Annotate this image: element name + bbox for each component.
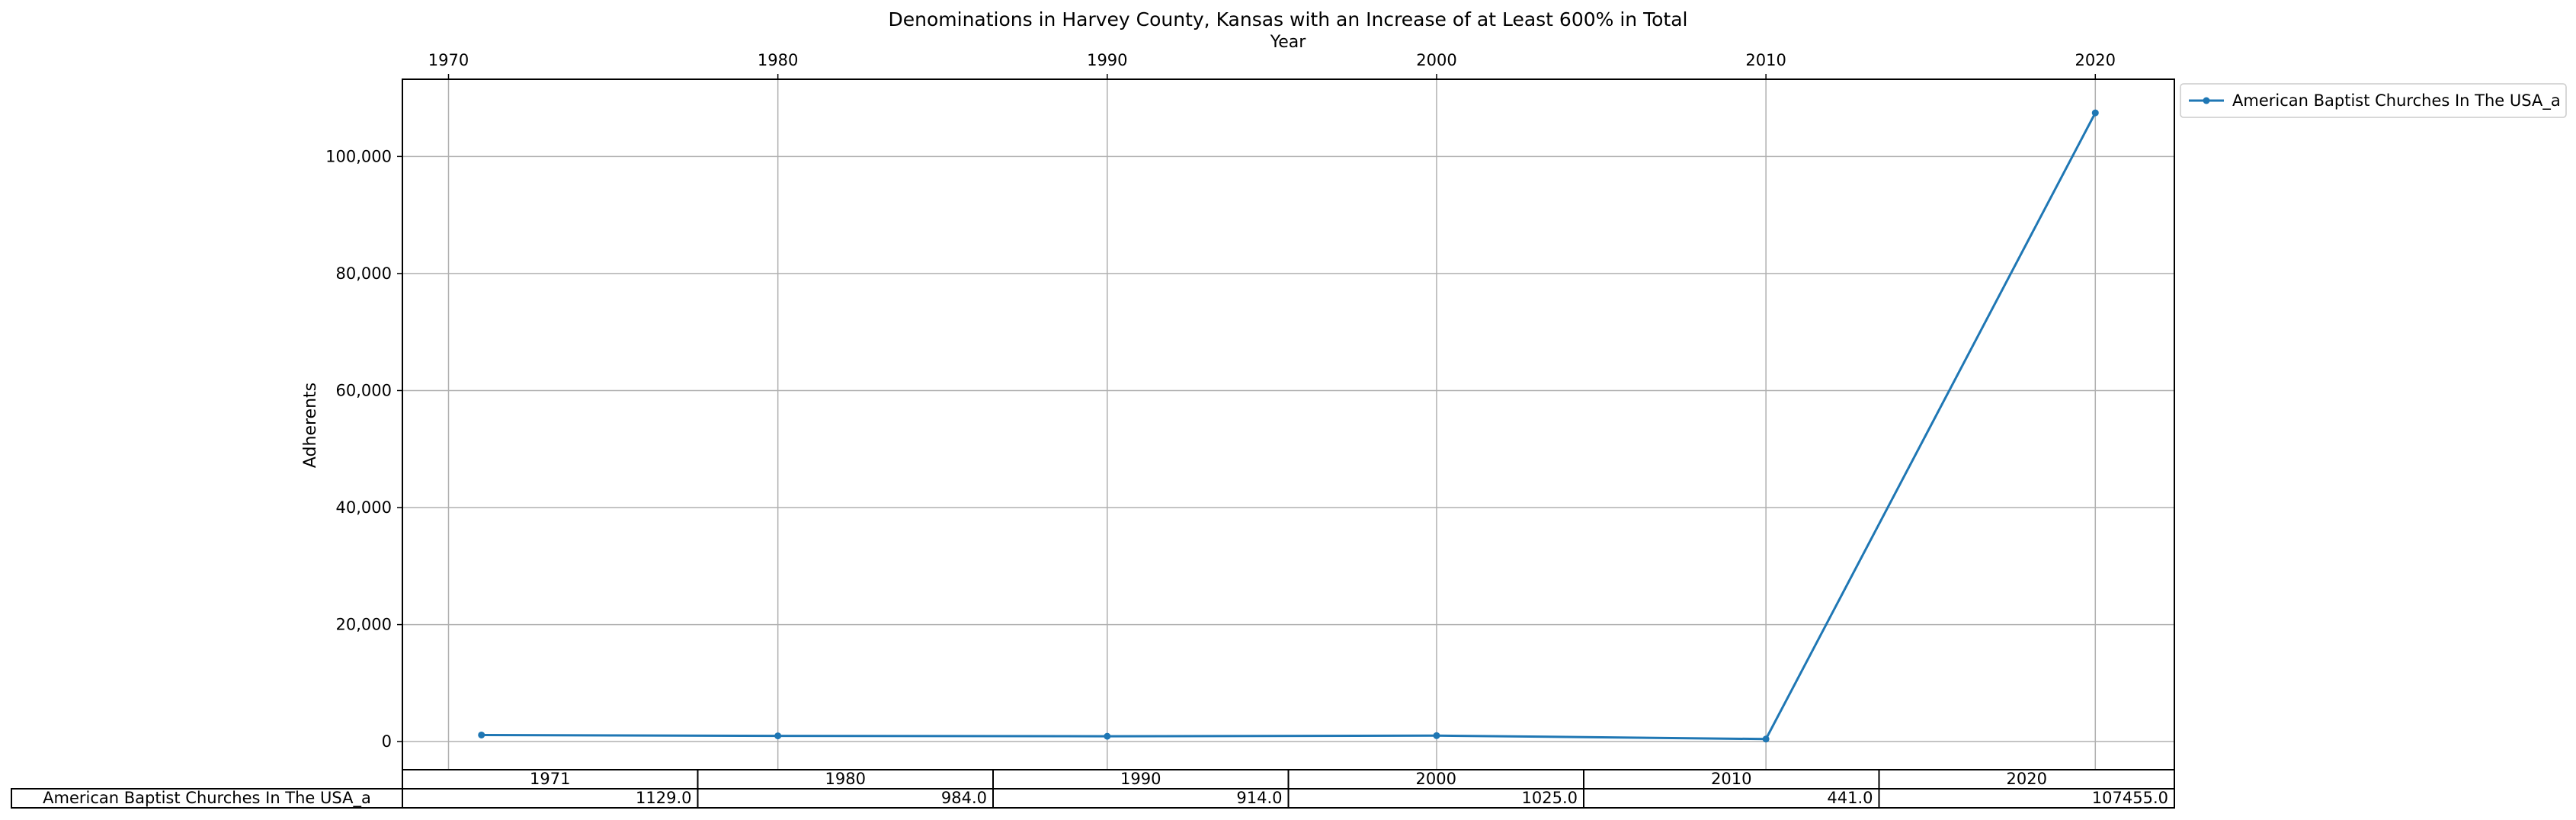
data-point (2091, 109, 2099, 117)
x-tick-label: 1970 (428, 51, 469, 69)
table-cell-value: 914.0 (1236, 789, 1282, 807)
legend: American Baptist Churches In The USA_a (2180, 83, 2567, 118)
table-cell-value: 1129.0 (636, 789, 691, 807)
y-axis-title: Adherents (301, 383, 320, 468)
data-point (1433, 732, 1440, 739)
y-tick-label: 100,000 (325, 147, 392, 165)
y-tick-label: 20,000 (336, 616, 392, 634)
table-cell-value: 984.0 (941, 789, 987, 807)
table-cell-value: 1025.0 (1522, 789, 1578, 807)
table-column-header: 2010 (1711, 770, 1751, 788)
table-column-header: 2000 (1416, 770, 1456, 788)
table-column-header: 1980 (825, 770, 866, 788)
x-tick-label: 1980 (758, 51, 798, 69)
y-tick-label: 80,000 (336, 264, 392, 283)
legend-box (2180, 83, 2567, 118)
data-table: 1971 1980 1990 2000 2010 2020 American Baptist… (11, 769, 2175, 809)
y-tick-label: 60,000 (336, 381, 392, 399)
x-tick-label: 2010 (1745, 51, 1786, 69)
x-tick-label: 1990 (1087, 51, 1127, 69)
x-axis-title: Year (1270, 33, 1307, 52)
table-cell-value: 441.0 (1827, 789, 1873, 807)
table-cell-value: 107455.0 (2092, 789, 2168, 807)
x-axis: 1970 1980 1990 2000 2010 2020 (428, 51, 2116, 79)
data-point (774, 732, 782, 740)
data-point (478, 731, 485, 738)
table-column-header: 1990 (1120, 770, 1161, 788)
legend-label: American Baptist Churches In The USA_a (2232, 91, 2561, 111)
series-line (481, 112, 2097, 741)
table-row-label: American Baptist Churches In The USA_a (43, 789, 371, 808)
data-point (1762, 735, 1770, 743)
x-tick-label: 2020 (2075, 51, 2116, 69)
table-column-header: 2020 (2007, 770, 2047, 788)
x-tick-label: 2000 (1416, 51, 1456, 69)
chart-title: Denominations in Harvey County, Kansas w… (889, 8, 1688, 30)
table-cell (1878, 788, 2175, 809)
plot-area-frame (402, 78, 2175, 770)
table-column-header: 1971 (530, 770, 570, 788)
series-layer (478, 109, 2099, 743)
grid-lines (402, 79, 2174, 770)
y-axis: 0 20,000 40,000 60,000 80,000 100,000 (325, 147, 402, 751)
legend-marker-swatch (2203, 97, 2210, 104)
y-tick-label: 40,000 (336, 498, 392, 517)
data-point (1104, 732, 1111, 740)
y-tick-label: 0 (382, 732, 392, 751)
